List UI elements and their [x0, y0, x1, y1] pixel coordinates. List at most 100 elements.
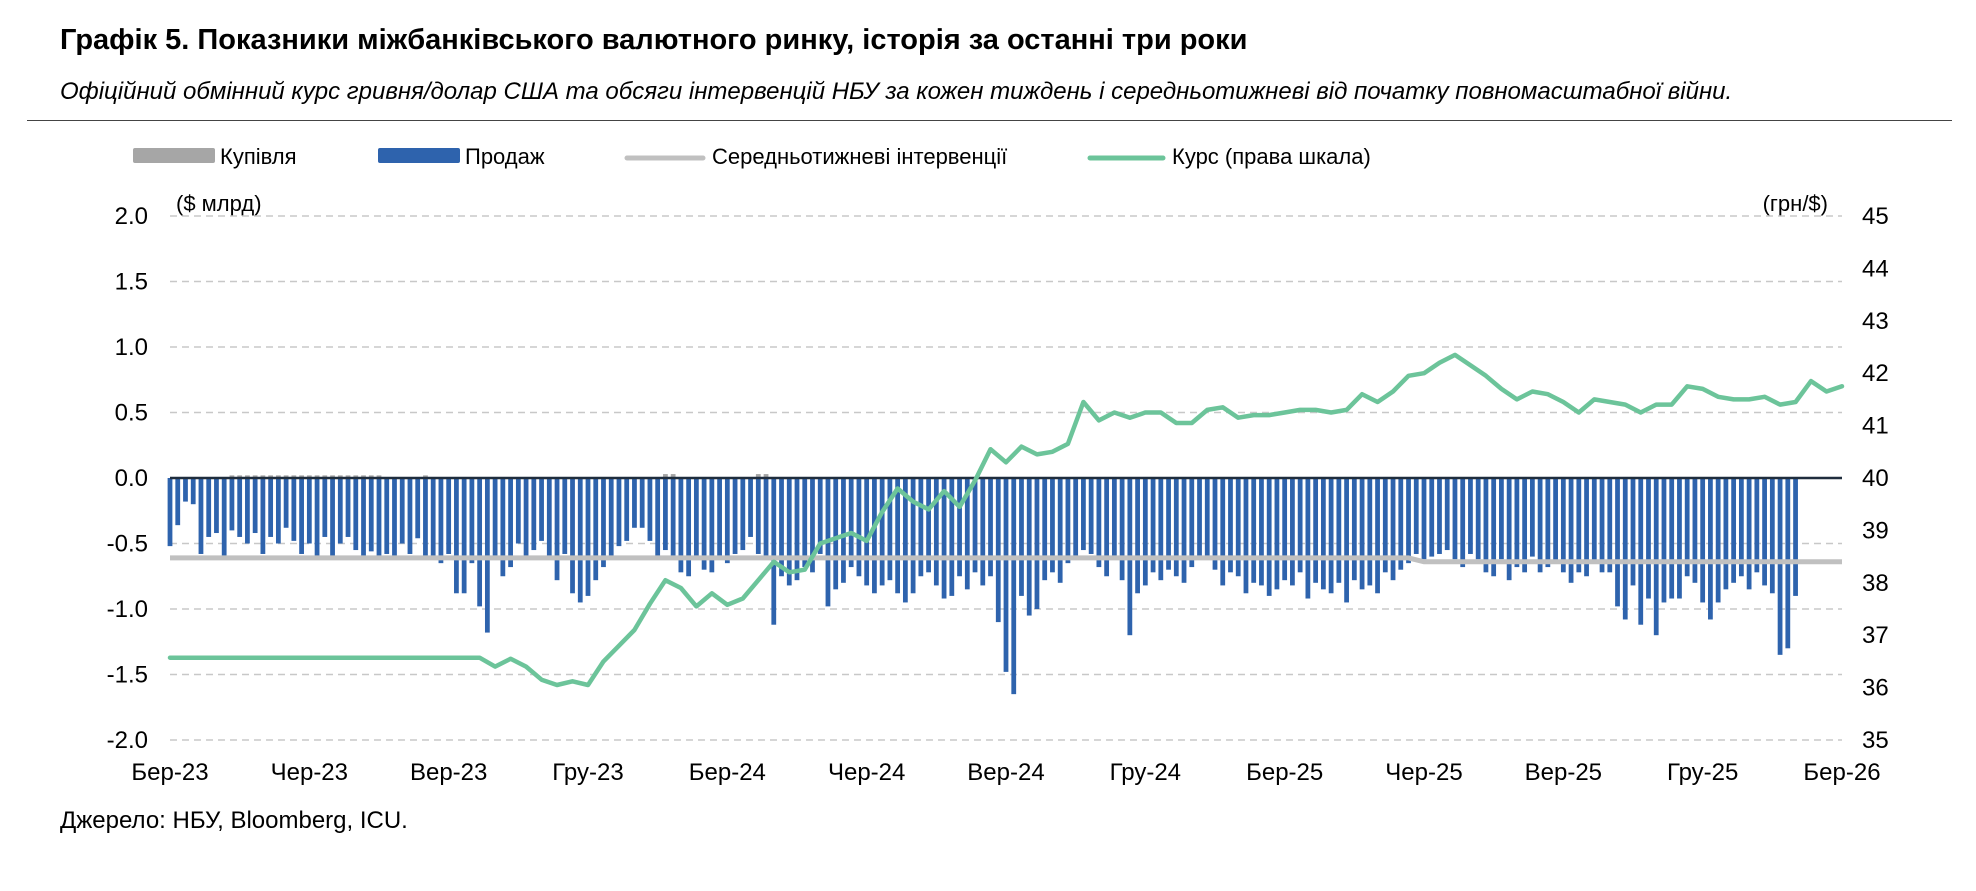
- sell-bar: [748, 478, 753, 537]
- right-axis: 45 44 43 42 41 40 39 38 37 36 35: [1862, 203, 1889, 754]
- sell-bar: [585, 478, 591, 596]
- sell-bar: [670, 478, 676, 557]
- x-tick-label: Бер-25: [1246, 759, 1323, 786]
- sell-bar: [260, 478, 266, 554]
- sell-bar: [856, 478, 862, 577]
- sell-bar: [1235, 478, 1241, 577]
- sell-bar: [663, 478, 668, 551]
- sell-bar: [337, 478, 343, 544]
- sell-bar: [1661, 478, 1667, 603]
- sell-bar: [1220, 478, 1226, 586]
- sell-bar: [1344, 478, 1349, 603]
- x-tick-label: Гру-23: [552, 759, 623, 786]
- sell-bar: [1413, 478, 1419, 554]
- sell-bar: [492, 478, 498, 557]
- sell-bar: [988, 478, 993, 577]
- sell-bar: [206, 478, 212, 537]
- sell-bar: [678, 478, 684, 573]
- sell-bar: [1499, 478, 1504, 560]
- sell-bar: [1073, 478, 1079, 560]
- sell-bar: [546, 478, 552, 560]
- sell-bar: [1088, 478, 1094, 554]
- sell-bar: [1398, 478, 1404, 570]
- sell-bar: [1630, 478, 1636, 586]
- sell-bar: [771, 478, 777, 625]
- legend-label-sell: Продаж: [465, 144, 545, 169]
- sell-bar: [1576, 478, 1582, 573]
- buy-bar: [755, 474, 761, 478]
- sell-bar: [1259, 478, 1264, 586]
- sell-bar: [1537, 478, 1543, 573]
- sell-bar: [430, 478, 436, 557]
- buy-bar: [376, 475, 382, 478]
- sell-bar: [1104, 478, 1110, 577]
- sell-bar: [1599, 478, 1605, 573]
- sell-bar: [1545, 478, 1551, 568]
- buy-bar: [423, 475, 428, 478]
- sell-bar: [531, 478, 537, 551]
- sell-bar: [632, 478, 637, 528]
- sell-bar: [1437, 478, 1442, 554]
- sell-bar: [175, 478, 181, 526]
- right-tick-label: 41: [1862, 413, 1889, 440]
- sell-bar: [1429, 478, 1435, 557]
- left-axis: 2.0 1.5 1.0 0.5 0.0 -0.5 -1.0 -1.5 -2.0: [107, 203, 148, 754]
- chart-title: Графік 5. Показники міжбанківського валю…: [60, 24, 1248, 56]
- sell-bar: [1622, 478, 1628, 620]
- sell-bar: [1421, 478, 1427, 560]
- sell-bar: [957, 478, 962, 577]
- sell-bar: [833, 478, 839, 590]
- sell-bar: [624, 478, 630, 541]
- sell-bar: [392, 478, 397, 560]
- sell-bar: [1731, 478, 1737, 583]
- sell-bar: [1019, 478, 1024, 596]
- sell-bar: [786, 478, 792, 586]
- sell-bar: [1313, 478, 1319, 583]
- sell-bar: [1514, 478, 1520, 568]
- sell-bar: [275, 478, 281, 544]
- sell-bar: [1189, 478, 1195, 568]
- right-tick-label: 40: [1862, 465, 1889, 492]
- sell-bar: [1320, 478, 1326, 590]
- exchange-rate-line: [167, 352, 1845, 688]
- sell-bar: [539, 478, 544, 541]
- sell-bar: [484, 478, 490, 633]
- left-tick-label: 0.5: [115, 400, 148, 427]
- buy-bar: [330, 475, 335, 478]
- sell-bar: [918, 478, 924, 577]
- buy-bar: [345, 475, 351, 478]
- sell-bar: [1336, 478, 1342, 583]
- sell-bar: [229, 478, 235, 531]
- sell-bar: [523, 478, 529, 557]
- sell-bar: [864, 478, 870, 586]
- sell-bar: [198, 478, 204, 554]
- sell-bar: [1460, 478, 1466, 568]
- buy-bar: [353, 475, 359, 478]
- sell-bar: [1769, 478, 1775, 594]
- sell-bar: [1382, 478, 1388, 573]
- right-tick-label: 35: [1862, 727, 1889, 754]
- sell-bar: [407, 478, 413, 554]
- sell-bar: [639, 478, 645, 528]
- sell-bar: [848, 478, 854, 568]
- sell-bar: [415, 478, 421, 539]
- sell-bar: [1529, 478, 1535, 557]
- sell-bar: [1708, 478, 1713, 620]
- sell-bar: [1522, 478, 1528, 573]
- sell-bar: [701, 478, 707, 570]
- sell-bar: [283, 478, 289, 528]
- sell-bar: [1615, 478, 1620, 607]
- sell-bar: [794, 478, 800, 581]
- bars-sell: [167, 478, 1798, 695]
- sell-bar: [802, 478, 808, 568]
- sell-bar: [910, 478, 916, 594]
- sell-bar: [724, 478, 730, 564]
- buy-bar: [763, 474, 769, 478]
- sell-bar: [376, 478, 382, 560]
- sell-bar: [1553, 478, 1558, 564]
- sell-bar: [693, 478, 699, 560]
- bars-buy: [229, 474, 769, 478]
- sell-bar: [980, 478, 986, 586]
- right-tick-label: 45: [1862, 203, 1889, 230]
- sell-bar: [616, 478, 622, 547]
